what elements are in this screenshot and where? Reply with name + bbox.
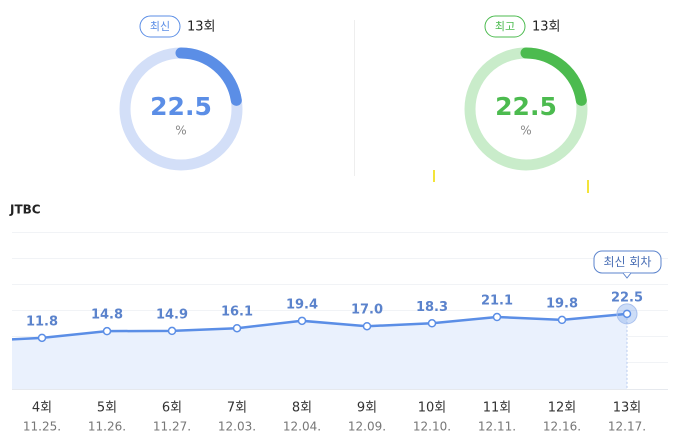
plot (12, 303, 638, 389)
x-tick-label: 10회 (418, 401, 447, 416)
data-label: 17.0 (351, 303, 383, 318)
chart-title: JTBC (9, 203, 41, 217)
x-tick-label: 12회 (548, 401, 577, 416)
data-label: 11.8 (26, 314, 58, 329)
marker (433, 170, 435, 182)
x-date-label: 12.09. (348, 420, 386, 434)
x-date-label: 11.25. (23, 420, 61, 434)
gauge-unit: % (520, 124, 531, 138)
data-label: 16.1 (221, 305, 253, 320)
episode-label: 13회 (187, 20, 216, 35)
badge (484, 15, 526, 38)
point (427, 319, 437, 328)
x-tick-label: 13회 (613, 401, 642, 416)
x-tick-label: 5회 (97, 401, 117, 416)
x-date-label: 12.17. (608, 420, 646, 434)
point (37, 333, 47, 343)
x-tick-label: 9회 (357, 401, 377, 416)
gauge-value: 22.5 (150, 92, 212, 121)
gauge-unit: % (175, 124, 186, 138)
point (557, 315, 567, 325)
annotation-pointer (622, 272, 632, 279)
gauge-arc (464, 47, 588, 171)
x-tick-label: 6회 (162, 401, 182, 416)
data-label: 18.3 (416, 300, 448, 315)
data-label: 14.9 (156, 307, 188, 322)
gauge-arc (119, 47, 243, 171)
x-date-label: 12.03. (218, 420, 256, 434)
data-label: 19.4 (286, 297, 318, 312)
data-label: 14.8 (91, 308, 123, 323)
x-date-label: 12.16. (543, 420, 581, 434)
badge (139, 15, 181, 38)
x-date-label: 12.10. (413, 420, 451, 434)
gauge-value: 22.5 (495, 92, 557, 121)
point (102, 326, 112, 336)
annotation: 최신 회차 (604, 255, 652, 269)
point (167, 326, 177, 336)
point (362, 321, 372, 331)
data-label: 22.5 (611, 290, 643, 305)
x-date-label: 12.04. (283, 420, 321, 434)
marker (587, 180, 589, 193)
x-date-label: 11.27. (153, 420, 191, 434)
data-label: 21.1 (481, 294, 513, 309)
point (492, 312, 502, 322)
data-label: 19.8 (546, 296, 578, 311)
point (297, 316, 307, 326)
x-tick-label: 8회 (292, 401, 312, 416)
x-tick-label: 11회 (483, 401, 512, 416)
x-date-label: 11.26. (88, 420, 126, 434)
badge-label: 최신 (150, 20, 170, 33)
badge-label: 최고 (495, 20, 515, 33)
x-tick-label: 7회 (227, 401, 247, 416)
episode-label: 13회 (532, 20, 561, 35)
area (12, 313, 627, 389)
x-tick-label: 4회 (32, 401, 52, 416)
x-date-label: 12.11. (478, 420, 516, 434)
point (622, 309, 632, 319)
point (232, 323, 242, 333)
